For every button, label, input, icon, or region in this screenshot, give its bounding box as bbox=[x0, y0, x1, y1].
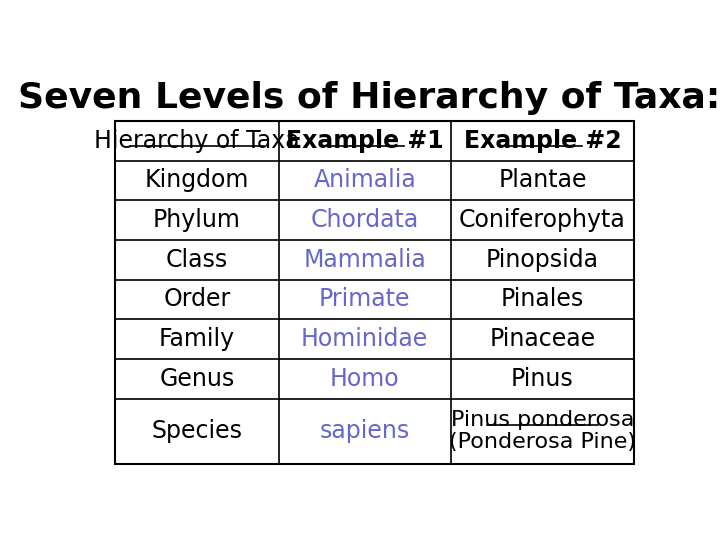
Text: Genus: Genus bbox=[159, 367, 235, 391]
Text: Pinopsida: Pinopsida bbox=[486, 248, 599, 272]
Bar bbox=[115, 121, 634, 464]
Text: Example #2: Example #2 bbox=[464, 129, 621, 153]
Text: Chordata: Chordata bbox=[310, 208, 419, 232]
Text: Pinales: Pinales bbox=[501, 287, 584, 312]
Text: (Ponderosa Pine): (Ponderosa Pine) bbox=[449, 431, 636, 451]
Text: Pinaceae: Pinaceae bbox=[490, 327, 595, 351]
Text: Hominidae: Hominidae bbox=[301, 327, 428, 351]
Text: Hierarchy of Taxa: Hierarchy of Taxa bbox=[94, 129, 300, 153]
Text: Seven Levels of Hierarchy of Taxa:: Seven Levels of Hierarchy of Taxa: bbox=[18, 82, 720, 116]
Text: Species: Species bbox=[151, 419, 243, 443]
Text: sapiens: sapiens bbox=[320, 419, 410, 443]
Text: Homo: Homo bbox=[330, 367, 400, 391]
Text: Coniferophyta: Coniferophyta bbox=[459, 208, 626, 232]
Text: Pinus: Pinus bbox=[511, 367, 574, 391]
Text: Animalia: Animalia bbox=[313, 168, 416, 192]
Text: Pinus ponderosa: Pinus ponderosa bbox=[451, 410, 634, 430]
Text: Family: Family bbox=[159, 327, 235, 351]
Text: Class: Class bbox=[166, 248, 228, 272]
Text: Phylum: Phylum bbox=[153, 208, 240, 232]
Text: Example #1: Example #1 bbox=[286, 129, 444, 153]
Text: Kingdom: Kingdom bbox=[145, 168, 249, 192]
Text: Mammalia: Mammalia bbox=[303, 248, 426, 272]
Text: Primate: Primate bbox=[319, 287, 410, 312]
Text: Order: Order bbox=[163, 287, 230, 312]
Text: Plantae: Plantae bbox=[498, 168, 587, 192]
